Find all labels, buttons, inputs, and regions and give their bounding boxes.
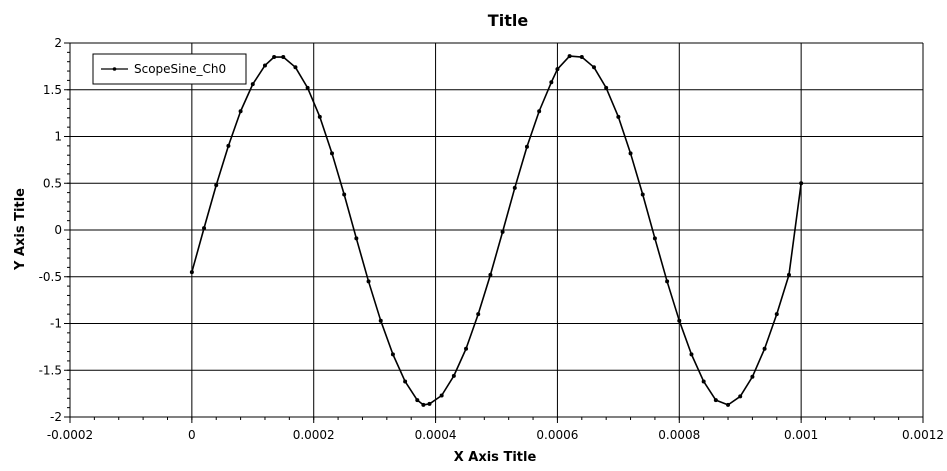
y-tick-label: -0.5 [39, 270, 62, 284]
series-point [415, 398, 420, 403]
y-tick-label: 0 [54, 223, 62, 237]
tick-labels: -0.0002 0 0.0002 0.0004 0.0006 0.0008 0.001 0.0… [39, 36, 944, 442]
y-tick-label: -2 [50, 410, 62, 424]
y-tick-label: -1 [50, 317, 62, 331]
y-tick-label: 2 [54, 36, 62, 50]
y-tick-label: 0.5 [43, 176, 62, 190]
series-point [421, 402, 426, 407]
grid [70, 42, 924, 417]
series-point [488, 272, 493, 277]
series-point [403, 379, 408, 384]
x-tick-label: 0.0008 [658, 428, 700, 442]
series-point [640, 192, 645, 197]
y-tick-label: 1.5 [43, 83, 62, 97]
series-point [354, 236, 359, 241]
series-point [750, 374, 755, 379]
series-point [774, 312, 779, 317]
series-point [628, 151, 633, 156]
series-point [677, 318, 682, 323]
series-point [579, 55, 584, 60]
x-tick-label: 0.0006 [536, 428, 578, 442]
series-point [799, 181, 804, 186]
series-point [567, 54, 572, 59]
series-point [537, 109, 542, 114]
series-point [202, 226, 207, 231]
series-layer [189, 54, 804, 407]
series-point [427, 401, 432, 406]
legend-series-label: ScopeSine_Ch0 [134, 62, 226, 76]
axes [64, 42, 924, 423]
series-point [250, 82, 255, 87]
series-point [476, 312, 481, 317]
x-tick-label: 0.0002 [293, 428, 335, 442]
series-point [500, 229, 505, 234]
series-point [604, 85, 609, 90]
series-point [726, 402, 731, 407]
series-point [786, 272, 791, 277]
series-point [317, 114, 322, 119]
y-axis-title: Y Axis Title [13, 188, 28, 271]
series-point [305, 85, 310, 90]
series-point [524, 144, 529, 149]
x-tick-label: 0.001 [784, 428, 818, 442]
series-point [464, 346, 469, 351]
series-point [512, 185, 517, 190]
legend: ScopeSine_Ch0 [92, 53, 247, 85]
x-tick-label: 0 [188, 428, 196, 442]
x-tick-label: -0.0002 [47, 428, 93, 442]
series-point [713, 398, 718, 403]
series-point [238, 109, 243, 114]
y-tick-label: -1.5 [39, 363, 62, 377]
series-point [366, 279, 371, 284]
chart-title: Title [488, 11, 529, 30]
series-point [762, 346, 767, 351]
series-point [226, 143, 231, 148]
series-point [329, 151, 334, 156]
series-point [378, 318, 383, 323]
series-point [665, 279, 670, 284]
series-point [616, 114, 621, 119]
series-point [549, 80, 554, 85]
series-point [262, 63, 267, 68]
series-point [689, 352, 694, 357]
x-tick-label: 0.0004 [415, 428, 457, 442]
series-point [390, 352, 395, 357]
series-point [591, 65, 596, 70]
series-point [555, 67, 560, 72]
legend-series-marker [112, 67, 117, 71]
series-point [293, 65, 298, 70]
y-tick-label: 1 [54, 130, 62, 144]
series-point [281, 55, 286, 60]
series-point [738, 394, 743, 399]
series-point [439, 393, 444, 398]
series-point [652, 236, 657, 241]
series-point [214, 183, 219, 188]
series-point [451, 373, 456, 378]
series-point [342, 192, 347, 197]
series-point [189, 270, 194, 275]
series-point [272, 55, 277, 60]
x-axis-title: X Axis Title [454, 450, 537, 465]
series-point [701, 379, 706, 384]
x-tick-label: 0.0012 [902, 428, 944, 442]
